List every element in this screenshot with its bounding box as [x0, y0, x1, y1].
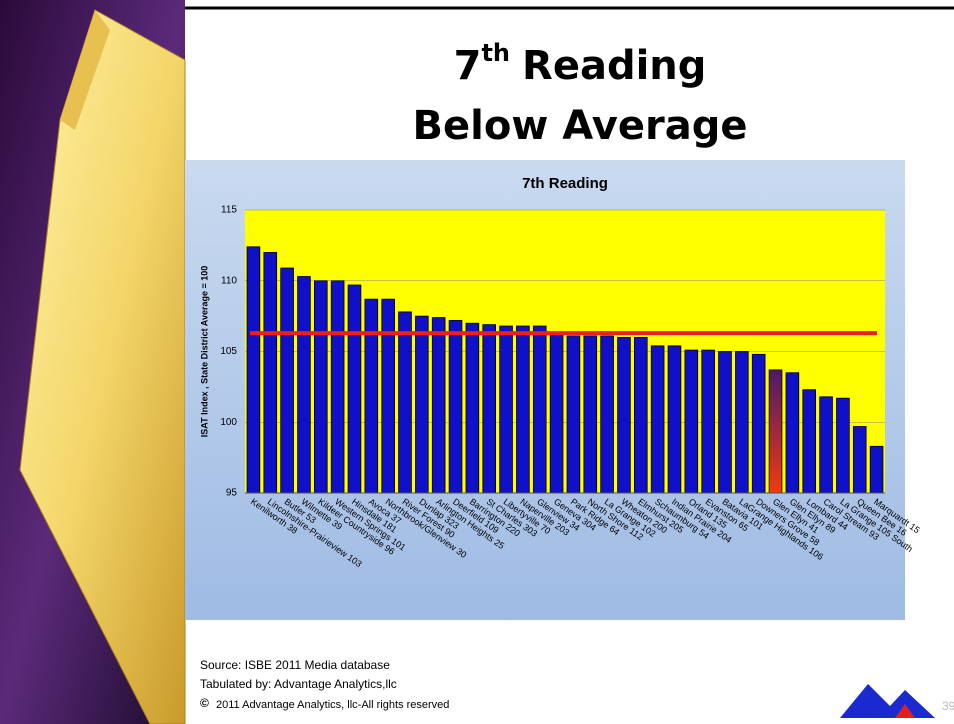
bar — [347, 284, 362, 494]
bar — [617, 336, 631, 494]
bar — [431, 317, 446, 494]
title-number: 7 — [454, 43, 482, 89]
logo-accent — [895, 704, 915, 718]
footer-source: Source: ISBE 2011 Media database — [200, 658, 390, 672]
bar — [667, 345, 682, 494]
bar — [263, 252, 278, 494]
bar — [330, 280, 345, 494]
bar — [566, 335, 581, 494]
bar — [852, 426, 867, 494]
bar — [482, 324, 497, 494]
bar — [499, 325, 513, 494]
copyright-symbol: © — [200, 696, 209, 710]
bar — [246, 246, 261, 494]
bar — [313, 280, 328, 494]
bar — [768, 369, 783, 494]
bar — [465, 322, 480, 494]
bar — [280, 267, 294, 494]
bar — [869, 445, 884, 494]
y-tick-label: 95 — [226, 488, 238, 499]
bar — [549, 334, 564, 494]
bar — [785, 372, 800, 494]
bar — [297, 276, 311, 494]
bar — [415, 315, 429, 494]
chart: 7th Reading ISAT Index , State District A… — [199, 175, 921, 569]
bar — [600, 335, 614, 494]
slide-subtitle: Below Average — [413, 103, 748, 149]
bar — [381, 298, 395, 494]
bar — [684, 349, 699, 494]
y-tick-label: 100 — [220, 417, 237, 428]
footer-tabulated: Tabulated by: Advantage Analytics,llc — [200, 677, 397, 691]
y-tick-label: 115 — [221, 205, 237, 216]
chart-title: 7th Reading — [522, 175, 608, 192]
bar — [802, 389, 817, 494]
title-word: Reading — [522, 43, 706, 89]
logo — [840, 684, 935, 718]
notepad-fold — [60, 10, 110, 130]
bar — [718, 351, 732, 494]
title-suffix: th — [481, 39, 510, 67]
slide-title: 7th Reading — [454, 39, 707, 89]
footer-copyright: 2011 Advantage Analytics, llc-All rights… — [216, 699, 449, 711]
bar — [819, 396, 833, 494]
bar — [633, 336, 648, 494]
bar — [701, 349, 715, 494]
bar — [583, 335, 598, 494]
bar — [516, 325, 530, 494]
bar — [532, 325, 547, 494]
bar — [650, 345, 665, 494]
page-number: 39 — [942, 699, 954, 713]
bar — [364, 298, 379, 494]
y-tick-label: 110 — [221, 275, 237, 286]
bar — [398, 311, 412, 494]
bar — [836, 397, 850, 494]
bar — [448, 319, 463, 494]
y-tick-label: 105 — [220, 346, 237, 357]
bar — [735, 351, 749, 494]
bar — [751, 353, 766, 494]
y-axis-label: ISAT Index , State District Average = 10… — [199, 266, 209, 437]
